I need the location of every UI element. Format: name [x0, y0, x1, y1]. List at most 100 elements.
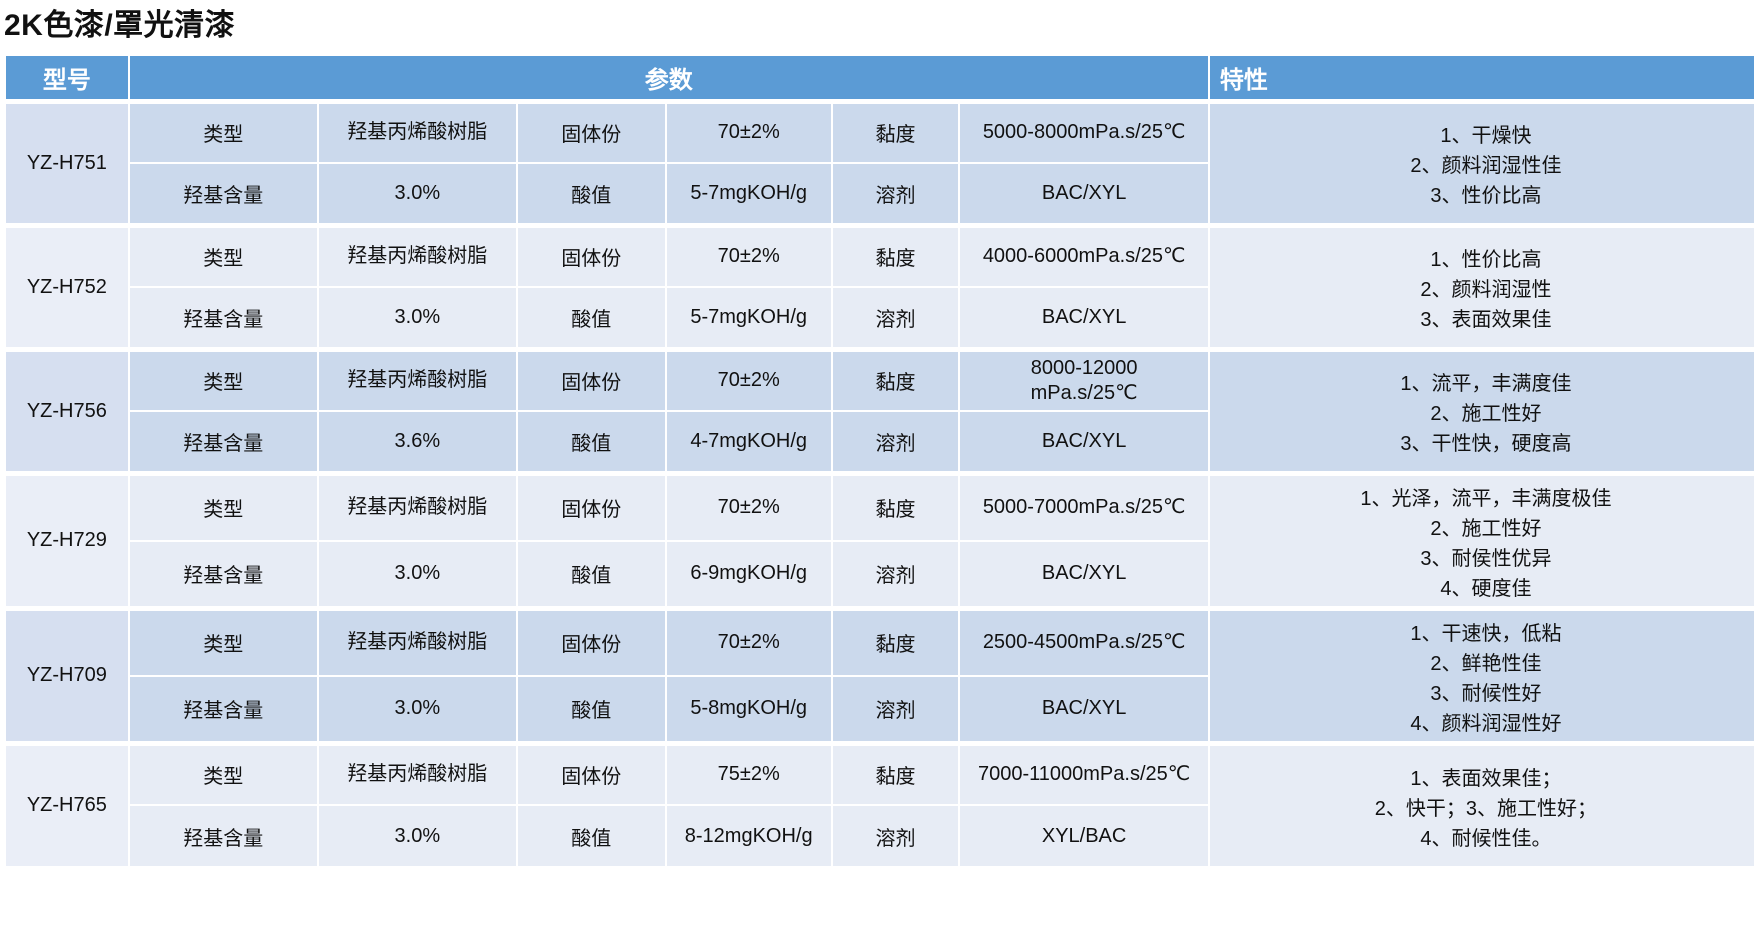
product-row-top: YZ-H729 类型 羟基丙烯酸树脂 固体份 70±2% 黏度 5000-7000mPa.s…: [4, 470, 1757, 609]
param-label-cell: 酸值: [515, 539, 667, 609]
model-cell: YZ-H709: [4, 605, 130, 744]
param-label-cell: 黏度: [830, 740, 961, 806]
product-row-top: YZ-H752 类型 羟基丙烯酸树脂 固体份 70±2% 黏度 4000-6000mPa.s…: [4, 222, 1757, 350]
param-label-cell: 羟基含量: [127, 674, 319, 744]
param-label-cell: 固体份: [515, 346, 667, 412]
param-value-cell: 2500-4500mPa.s/25℃: [958, 605, 1210, 677]
param-label-cell: 溶剂: [830, 539, 961, 609]
param-label-cell: 羟基含量: [127, 286, 319, 350]
param-label-cell: 酸值: [515, 162, 667, 226]
param-label-cell: 酸值: [515, 674, 667, 744]
param-label-cell: 酸值: [515, 410, 667, 474]
param-label-cell: 羟基含量: [127, 539, 319, 609]
param-label-cell: 固体份: [515, 740, 667, 806]
product-row-bottom: 羟基含量 3.0% 酸值 6-9mgKOH/g 溶剂 BAC/XYL: [5, 539, 1755, 609]
param-value-cell: 70±2%: [664, 222, 833, 288]
product-row-top: YZ-H765 类型 羟基丙烯酸树脂 固体份 75±2% 黏度 7000-11000mPa.…: [4, 740, 1757, 868]
param-label-cell: 类型: [127, 740, 319, 806]
param-label-cell: 类型: [127, 470, 319, 542]
param-value-cell: 羟基丙烯酸树脂: [316, 98, 518, 164]
param-label-cell: 黏度: [830, 98, 961, 164]
param-label-cell: 酸值: [515, 286, 667, 350]
param-label-cell: 溶剂: [830, 804, 961, 868]
param-value-cell: 70±2%: [664, 346, 833, 412]
features-cell: 1、光泽，流平，丰满度极佳 2、施工性好 3、耐侯性优异 4、硬度佳: [1207, 470, 1757, 609]
header-features: 特性: [1207, 54, 1757, 102]
param-value-cell: 3.0%: [316, 286, 518, 350]
model-cell: YZ-H752: [4, 222, 130, 350]
param-value-cell: 70±2%: [664, 605, 833, 677]
param-value-cell: 3.0%: [316, 539, 518, 609]
param-label-cell: 固体份: [515, 98, 667, 164]
header-model: 型号: [4, 54, 130, 102]
param-value-cell: 羟基丙烯酸树脂: [316, 470, 518, 542]
param-value-cell: BAC/XYL: [958, 162, 1210, 226]
features-cell: 1、表面效果佳； 2、快干；3、施工性好； 4、耐候性佳。: [1207, 740, 1757, 868]
header-params: 参数: [127, 54, 1210, 102]
param-label-cell: 类型: [127, 222, 319, 288]
param-value-cell: 羟基丙烯酸树脂: [316, 346, 518, 412]
param-label-cell: 溶剂: [830, 410, 961, 474]
param-value-cell: 8000-12000 mPa.s/25℃: [958, 346, 1210, 412]
param-label-cell: 黏度: [830, 605, 961, 677]
product-row-top: YZ-H709 类型 羟基丙烯酸树脂 固体份 70±2% 黏度 2500-4500mPa.s…: [4, 605, 1757, 744]
param-label-cell: 黏度: [830, 470, 961, 542]
param-label-cell: 羟基含量: [127, 162, 319, 226]
param-value-cell: 5000-7000mPa.s/25℃: [958, 470, 1210, 542]
param-value-cell: 5-7mgKOH/g: [664, 162, 833, 226]
product-row-bottom: 羟基含量 3.0% 酸值 5-7mgKOH/g 溶剂 BAC/XYL: [5, 286, 1755, 350]
product-row-bottom: 羟基含量 3.0% 酸值 8-12mgKOH/g 溶剂 XYL/BAC: [5, 804, 1755, 868]
page-title: 2K色漆/罩光清漆: [4, 9, 236, 42]
param-label-cell: 类型: [127, 605, 319, 677]
param-value-cell: 羟基丙烯酸树脂: [316, 605, 518, 677]
param-value-cell: BAC/XYL: [958, 674, 1210, 744]
param-value-cell: 8-12mgKOH/g: [664, 804, 833, 868]
param-label-cell: 固体份: [515, 222, 667, 288]
param-value-cell: 羟基丙烯酸树脂: [316, 222, 518, 288]
product-row-bottom: 羟基含量 3.6% 酸值 4-7mgKOH/g 溶剂 BAC/XYL: [5, 410, 1755, 474]
header-row: 型号 参数 特性: [4, 54, 1757, 102]
param-value-cell: 5-7mgKOH/g: [664, 286, 833, 350]
param-label-cell: 溶剂: [830, 286, 961, 350]
product-spec-table: 型号 参数 特性 YZ-H751 类型 羟基丙烯酸树脂 固体份 70±2% 黏度 5000-…: [4, 54, 1757, 868]
param-value-cell: 7000-11000mPa.s/25℃: [958, 740, 1210, 806]
table-header: 型号 参数 特性: [4, 54, 1757, 102]
features-cell: 1、流平，丰满度佳 2、施工性好 3、干性快，硬度高: [1207, 346, 1757, 474]
model-cell: YZ-H729: [4, 470, 130, 609]
param-value-cell: BAC/XYL: [958, 410, 1210, 474]
param-label-cell: 类型: [127, 98, 319, 164]
param-value-cell: XYL/BAC: [958, 804, 1210, 868]
features-cell: 1、干速快，低粘 2、鲜艳性佳 3、耐候性好 4、颜料润湿性好: [1207, 605, 1757, 744]
param-value-cell: 4000-6000mPa.s/25℃: [958, 222, 1210, 288]
param-value-cell: 70±2%: [664, 470, 833, 542]
param-label-cell: 酸值: [515, 804, 667, 868]
param-label-cell: 黏度: [830, 346, 961, 412]
product-row-top: YZ-H756 类型 羟基丙烯酸树脂 固体份 70±2% 黏度 8000-12000 mPa…: [4, 346, 1757, 474]
param-value-cell: BAC/XYL: [958, 539, 1210, 609]
param-label-cell: 羟基含量: [127, 410, 319, 474]
param-value-cell: BAC/XYL: [958, 286, 1210, 350]
features-cell: 1、干燥快 2、颜料润湿性佳 3、性价比高: [1207, 98, 1757, 226]
product-row-bottom: 羟基含量 3.0% 酸值 5-8mgKOH/g 溶剂 BAC/XYL: [5, 674, 1755, 744]
param-label-cell: 溶剂: [830, 674, 961, 744]
table-body: YZ-H751 类型 羟基丙烯酸树脂 固体份 70±2% 黏度 5000-8000mPa.s…: [4, 98, 1757, 868]
param-label-cell: 类型: [127, 346, 319, 412]
param-value-cell: 5000-8000mPa.s/25℃: [958, 98, 1210, 164]
model-cell: YZ-H751: [4, 98, 130, 226]
param-value-cell: 4-7mgKOH/g: [664, 410, 833, 474]
param-value-cell: 70±2%: [664, 98, 833, 164]
param-value-cell: 3.6%: [316, 410, 518, 474]
param-value-cell: 75±2%: [664, 740, 833, 806]
model-cell: YZ-H765: [4, 740, 130, 868]
model-cell: YZ-H756: [4, 346, 130, 474]
product-row-top: YZ-H751 类型 羟基丙烯酸树脂 固体份 70±2% 黏度 5000-8000mPa.s…: [4, 98, 1757, 226]
param-label-cell: 羟基含量: [127, 804, 319, 868]
param-label-cell: 固体份: [515, 470, 667, 542]
features-cell: 1、性价比高 2、颜料润湿性 3、表面效果佳: [1207, 222, 1757, 350]
param-value-cell: 3.0%: [316, 804, 518, 868]
param-value-cell: 3.0%: [316, 162, 518, 226]
param-label-cell: 黏度: [830, 222, 961, 288]
param-value-cell: 羟基丙烯酸树脂: [316, 740, 518, 806]
param-value-cell: 6-9mgKOH/g: [664, 539, 833, 609]
param-value-cell: 3.0%: [316, 674, 518, 744]
